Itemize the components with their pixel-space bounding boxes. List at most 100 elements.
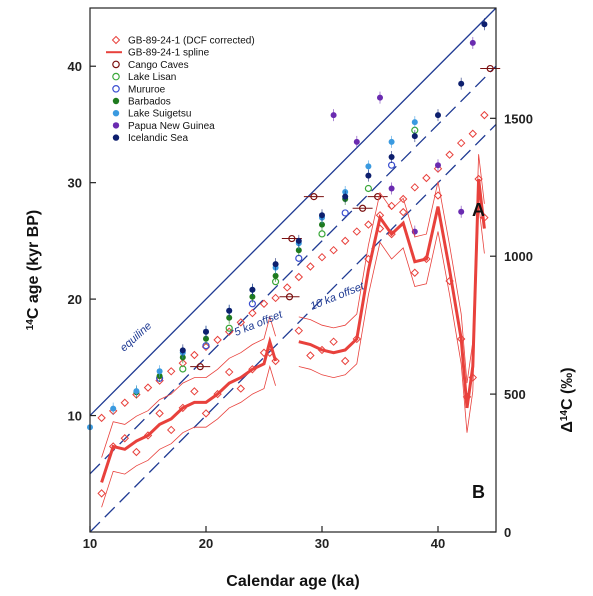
x-axis-label: Calendar age (ka) xyxy=(226,573,359,590)
point-delta14c xyxy=(317,345,327,355)
x-tick-label: 10 xyxy=(83,536,97,551)
point-delta14c xyxy=(213,389,222,399)
point-gb89 xyxy=(317,252,327,262)
point-delta14c xyxy=(108,442,118,451)
point-gb89 xyxy=(352,227,362,236)
x-tick-label: 30 xyxy=(315,536,329,551)
x-tick-label: 20 xyxy=(199,536,213,551)
point-papua-new-guinea xyxy=(388,185,395,192)
point-lake-lisan xyxy=(318,230,326,238)
legend-open-circle-marker xyxy=(112,85,120,93)
point-icelandic-sea xyxy=(365,172,372,179)
legend-label: GB-89-24-1 (DCF corrected) xyxy=(128,36,255,47)
panel-label-a: A xyxy=(472,200,485,220)
y-left-tick-label: 40 xyxy=(68,59,82,74)
y-left-tick-label: 30 xyxy=(68,176,82,191)
point-delta14c xyxy=(294,326,304,335)
point-delta14c xyxy=(236,384,246,393)
reference-line-10ka xyxy=(89,123,497,533)
point-gb89 xyxy=(422,173,431,183)
point-delta14c xyxy=(248,365,257,374)
point-delta14c xyxy=(340,356,350,366)
point-papua-new-guinea xyxy=(330,112,337,119)
point-lake-lisan xyxy=(225,324,233,332)
point-icelandic-sea xyxy=(179,347,186,354)
point-delta14c xyxy=(462,392,472,402)
x-tick-label: 40 xyxy=(431,536,445,551)
point-icelandic-sea xyxy=(458,80,465,87)
point-lake-suigetsu xyxy=(365,163,372,170)
point-gb89 xyxy=(456,138,466,148)
point-lake-suigetsu xyxy=(411,119,418,126)
point-gb89 xyxy=(259,299,269,308)
spline-envelope-upper xyxy=(298,154,485,384)
point-gb89 xyxy=(236,318,246,327)
point-papua-new-guinea xyxy=(435,162,441,169)
legend-circle-marker xyxy=(112,134,120,141)
point-lake-lisan xyxy=(364,184,372,193)
point-icelandic-sea xyxy=(226,307,233,314)
point-icelandic-sea xyxy=(249,286,256,293)
legend-open-circle-marker xyxy=(112,72,120,81)
point-delta14c xyxy=(433,191,443,200)
point-gb89 xyxy=(306,262,315,271)
legend-label: Cango Caves xyxy=(128,60,189,71)
point-papua-new-guinea xyxy=(469,39,476,46)
point-icelandic-sea xyxy=(481,21,488,28)
legend: GB-89-24-1 (DCF corrected)GB-89-24-1 spl… xyxy=(106,36,255,144)
point-papua-new-guinea xyxy=(377,94,383,101)
point-icelandic-sea xyxy=(272,261,279,268)
point-icelandic-sea xyxy=(342,193,349,200)
point-gb89 xyxy=(97,413,106,423)
point-icelandic-sea xyxy=(435,112,441,119)
point-papua-new-guinea xyxy=(458,208,465,215)
point-gb89 xyxy=(166,367,176,376)
point-papua-new-guinea xyxy=(353,138,360,145)
legend-label: GB-89-24-1 spline xyxy=(128,48,210,59)
point-gb89 xyxy=(143,383,153,392)
point-gb89 xyxy=(410,183,420,192)
point-barbados xyxy=(203,335,209,342)
y-right-tick-label: 0 xyxy=(504,525,511,540)
point-gb89 xyxy=(433,164,443,173)
legend-circle-marker xyxy=(112,97,120,105)
panel-label-b: B xyxy=(472,482,485,502)
point-delta14c xyxy=(352,334,362,344)
point-gb89 xyxy=(190,350,199,360)
point-gb89 xyxy=(213,335,222,345)
point-gb89 xyxy=(329,245,338,255)
point-gb89 xyxy=(398,194,408,204)
point-delta14c xyxy=(329,337,338,346)
point-barbados xyxy=(295,247,302,254)
plot-layer xyxy=(87,7,501,533)
point-gb89 xyxy=(468,129,478,138)
y-axis-label-right: Δ14C (‰) xyxy=(559,367,577,432)
point-delta14c xyxy=(166,425,176,435)
legend-label: Barbados xyxy=(128,97,171,108)
point-icelandic-sea xyxy=(388,154,395,161)
point-delta14c xyxy=(97,489,106,498)
y-right-tick-label: 1000 xyxy=(504,249,533,264)
spline-envelope-upper xyxy=(101,315,276,458)
legend-label: Mururoe xyxy=(128,84,166,95)
point-mururoe xyxy=(341,209,349,217)
point-delta14c xyxy=(265,348,275,357)
y-right-tick-label: 500 xyxy=(504,387,526,402)
spline-line xyxy=(298,178,486,409)
point-cango-caves xyxy=(285,293,294,301)
spline-line xyxy=(100,336,278,483)
point-icelandic-sea xyxy=(203,328,209,335)
point-delta14c xyxy=(445,276,454,286)
point-delta14c xyxy=(271,356,280,366)
point-cango-caves xyxy=(486,64,494,73)
point-delta14c xyxy=(422,254,431,264)
point-gb89 xyxy=(294,272,304,282)
point-delta14c xyxy=(259,348,269,357)
point-delta14c xyxy=(398,207,408,217)
point-barbados xyxy=(319,221,325,228)
point-gb89 xyxy=(445,150,454,159)
point-delta14c xyxy=(410,268,420,277)
point-delta14c xyxy=(375,224,385,233)
point-delta14c xyxy=(364,254,373,264)
legend-label: Icelandic Sea xyxy=(128,133,188,144)
